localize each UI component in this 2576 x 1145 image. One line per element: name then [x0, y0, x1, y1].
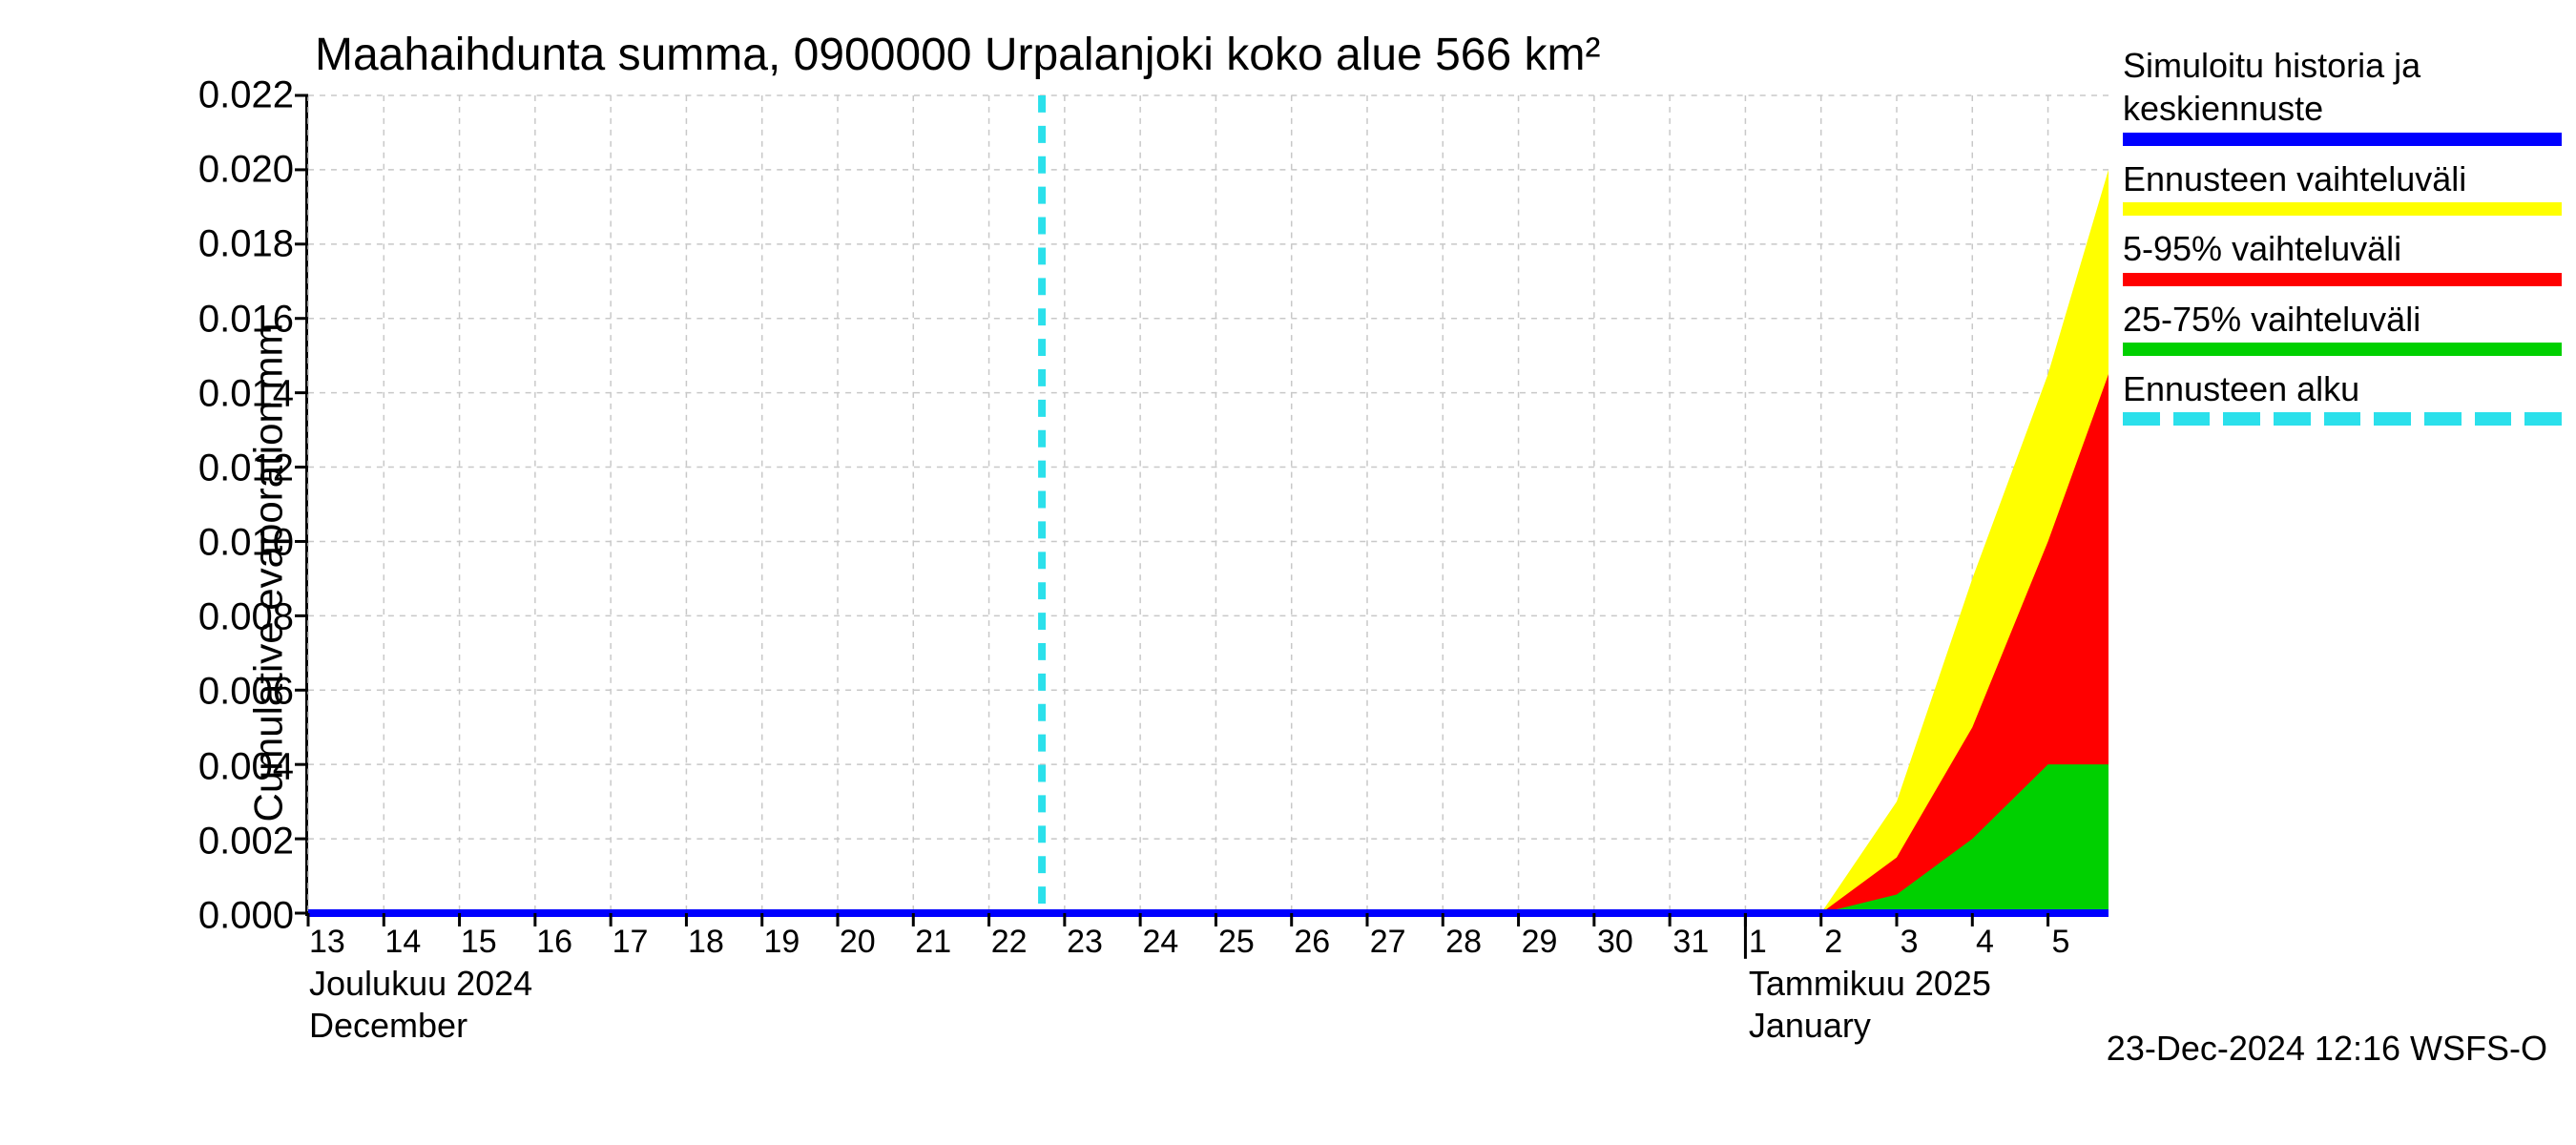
x-tick-label: 29	[1522, 924, 1558, 961]
legend-label: Ennusteen alku	[2123, 369, 2562, 408]
x-tick-label: 31	[1672, 924, 1709, 961]
x-tick-label: 13	[309, 924, 345, 961]
month-label-en: December	[309, 1006, 467, 1046]
x-tick-label: 20	[840, 924, 876, 961]
y-tick-label: 0.000	[198, 895, 294, 938]
x-tick-label: 24	[1143, 924, 1179, 961]
x-tick-label: 16	[536, 924, 572, 961]
chart-container: Maahaihdunta summa, 0900000 Urpalanjoki …	[0, 0, 2576, 1145]
x-tick-label: 15	[461, 924, 497, 961]
x-tick-label: 1	[1749, 924, 1767, 961]
x-tick-label: 28	[1445, 924, 1482, 961]
month-label: Joulukuu 2024	[309, 964, 532, 1004]
x-tick-label: 26	[1294, 924, 1330, 961]
month-label-en: January	[1749, 1006, 1871, 1046]
legend-label: 25-75% vaihteluväli	[2123, 300, 2562, 339]
legend-swatch	[2123, 412, 2562, 426]
y-tick-label: 0.016	[198, 298, 294, 341]
chart-title: Maahaihdunta summa, 0900000 Urpalanjoki …	[315, 29, 1600, 81]
y-tick-label: 0.022	[198, 74, 294, 117]
legend-swatch	[2123, 133, 2562, 146]
month-label: Tammikuu 2025	[1749, 964, 1991, 1004]
x-tick-label: 3	[1901, 924, 1919, 961]
x-tick-label: 2	[1824, 924, 1842, 961]
legend-label: Simuloitu historia ja	[2123, 46, 2562, 85]
y-tick-label: 0.002	[198, 820, 294, 863]
y-tick-label: 0.004	[198, 745, 294, 788]
y-tick-label: 0.006	[198, 671, 294, 714]
legend-swatch	[2123, 273, 2562, 286]
plot-area	[305, 95, 2109, 916]
x-tick-label: 30	[1597, 924, 1633, 961]
x-tick-label: 23	[1067, 924, 1103, 961]
x-tick-label: 27	[1370, 924, 1406, 961]
legend-label: keskiennuste	[2123, 89, 2562, 128]
legend-label: Ennusteen vaihteluväli	[2123, 159, 2562, 198]
legend: Simuloitu historia ja keskiennuste Ennuste…	[2123, 46, 2562, 439]
legend-swatch	[2123, 343, 2562, 356]
timestamp: 23-Dec-2024 12:16 WSFS-O	[2107, 1029, 2547, 1069]
y-tick-label: 0.018	[198, 223, 294, 266]
x-tick-label: 17	[613, 924, 649, 961]
y-tick-label: 0.020	[198, 149, 294, 192]
legend-label: 5-95% vaihteluväli	[2123, 229, 2562, 268]
plot-svg	[308, 95, 2109, 913]
x-tick-label: 4	[1976, 924, 1994, 961]
x-tick-label: 21	[915, 924, 951, 961]
x-tick-label: 18	[688, 924, 724, 961]
y-tick-label: 0.014	[198, 372, 294, 415]
y-tick-label: 0.010	[198, 522, 294, 565]
x-tick-label: 25	[1218, 924, 1255, 961]
y-tick-label: 0.008	[198, 596, 294, 639]
x-tick-label: 22	[991, 924, 1028, 961]
x-tick-label: 19	[763, 924, 800, 961]
x-tick-label: 14	[384, 924, 421, 961]
y-tick-label: 0.012	[198, 447, 294, 489]
legend-swatch	[2123, 202, 2562, 216]
x-tick-label: 5	[2051, 924, 2069, 961]
